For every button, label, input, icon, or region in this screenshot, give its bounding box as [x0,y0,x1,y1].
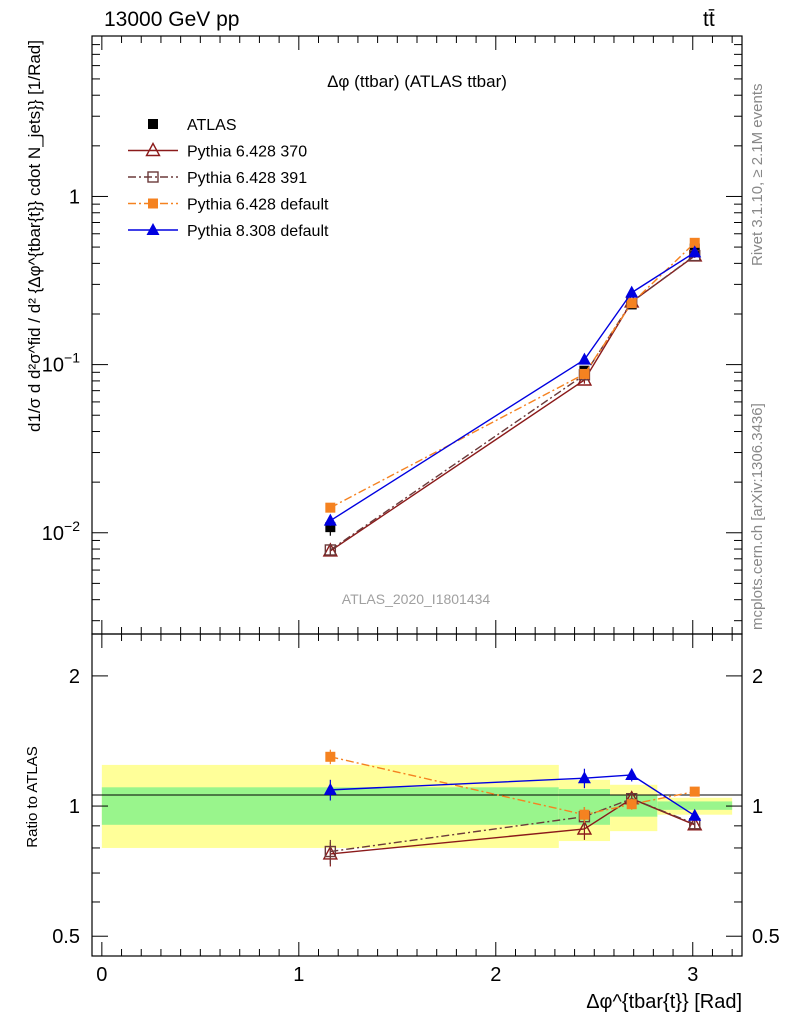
main-point-1-1 [576,371,593,386]
main-series [322,237,703,557]
legend-label-2: Pythia 6.428 391 [187,170,307,187]
ratio-point-3-0 [323,782,337,795]
ratio-series-line-2 [330,756,695,816]
main-ytick-label-2: 1 [69,186,80,208]
main-y-axis-label: d1/σ d d²σ^fid / d² {Δφ^{tbar{t}} cdot N… [25,40,44,432]
legend-marker-1 [145,142,161,157]
legend-item-4: Pythia 8.308 default [128,223,329,240]
ratio-point-3-2 [625,767,639,780]
ratio-point-3-3 [688,808,702,821]
x-axis-label: Δφ^{tbar{t}} [Rad] [586,991,742,1013]
legend-marker-4 [146,223,160,235]
ratio-series [322,749,703,867]
main-ytick-label-1: 10−1 [42,350,80,377]
main-ytick-label-0: 10−2 [42,518,80,545]
ratio-point-3-1 [577,771,591,784]
legend-label-0: ATLAS [187,117,237,134]
ratio-series-line-3 [330,774,696,817]
ratio-bands [101,764,733,848]
ratio-y-axis-label: Ratio to ATLAS [24,746,41,847]
ratio-ytick-label-right-1: 1 [752,796,763,818]
x-tick-label-0: 0 [96,964,107,986]
main-y-axis-label-text: d1/σ d d²σ^fid / d² {Δφ^{tbar{t}} cdot N… [25,40,44,432]
x-tick-label-3: 3 [687,964,698,986]
main-series-line-4 [329,251,696,522]
legend-label-1: Pythia 6.428 370 [187,144,307,161]
legend-marker-2 [147,171,159,183]
process-label: 13000 GeV pp [104,8,240,31]
main-point-0-0 [325,522,336,533]
main-point-3-1 [579,368,590,379]
ratio-point-2-3 [689,786,700,797]
main-point-4-0 [323,513,337,526]
ratio-ytick-label-left-2: 2 [69,666,80,688]
ratio-point-2-2 [626,799,637,810]
legend-label-4: Pythia 8.308 default [187,223,329,240]
ratio-series-line-1 [330,797,695,853]
legend-label-3: Pythia 6.428 default [187,197,329,214]
main-point-3-3 [689,237,700,248]
main-series-2 [324,249,701,556]
ratio-point-2-0 [325,751,336,762]
main-series-line-2 [329,255,696,551]
x-tick-label-1: 1 [293,964,304,986]
legend-item-0: ATLAS [148,117,237,134]
legend: ATLAS Pythia 6.428 370 Pythia 6.428 391 Pyt… [128,117,329,240]
ratio-series-3 [323,767,702,821]
legend-marker-3 [148,198,158,209]
x-tick-label-2: 2 [490,964,501,986]
main-point-1-0 [322,542,339,557]
legend-marker-0 [148,119,158,129]
main-point-3-2 [626,298,637,309]
ratio-point-1-0 [324,845,337,858]
main-plot-title: Δφ (ttbar) (ATLAS ttbar) [327,72,507,91]
main-series-line-1 [329,255,696,552]
ratio-series-2 [325,749,700,823]
legend-item-3: Pythia 6.428 default [128,197,329,214]
main-series-line-3 [330,242,696,509]
ratio-point-2-1 [579,809,590,820]
main-series-0 [325,243,700,536]
axes: 0 1 2 3 10−2 10−1 1 0.5 0.5 1 1 2 2 [42,35,780,986]
main-series-3 [325,237,700,513]
final-state-label: tt̄ [703,8,715,31]
main-point-4-2 [625,285,639,298]
ratio-ytick-label-left-0: 0.5 [52,926,80,948]
main-point-3-0 [325,502,336,513]
ratio-point-0-1 [576,820,593,835]
legend-item-1: Pythia 6.428 370 [128,142,307,161]
main-point-4-3 [688,245,702,258]
ratio-point-0-3 [687,816,703,831]
main-series-4 [323,245,702,526]
main-point-2-0 [324,544,337,556]
ratio-band-inner-3 [657,801,733,810]
main-point-4-1 [577,352,591,365]
analysis-id-label: ATLAS_2020_I1801434 [342,591,491,607]
ratio-ytick-label-left-1: 1 [69,796,80,818]
legend-item-2: Pythia 6.428 391 [128,170,307,187]
ratio-ytick-label-right-2: 2 [752,666,763,688]
ratio-ytick-label-right-0: 0.5 [752,926,780,948]
main-series-1 [322,247,703,557]
